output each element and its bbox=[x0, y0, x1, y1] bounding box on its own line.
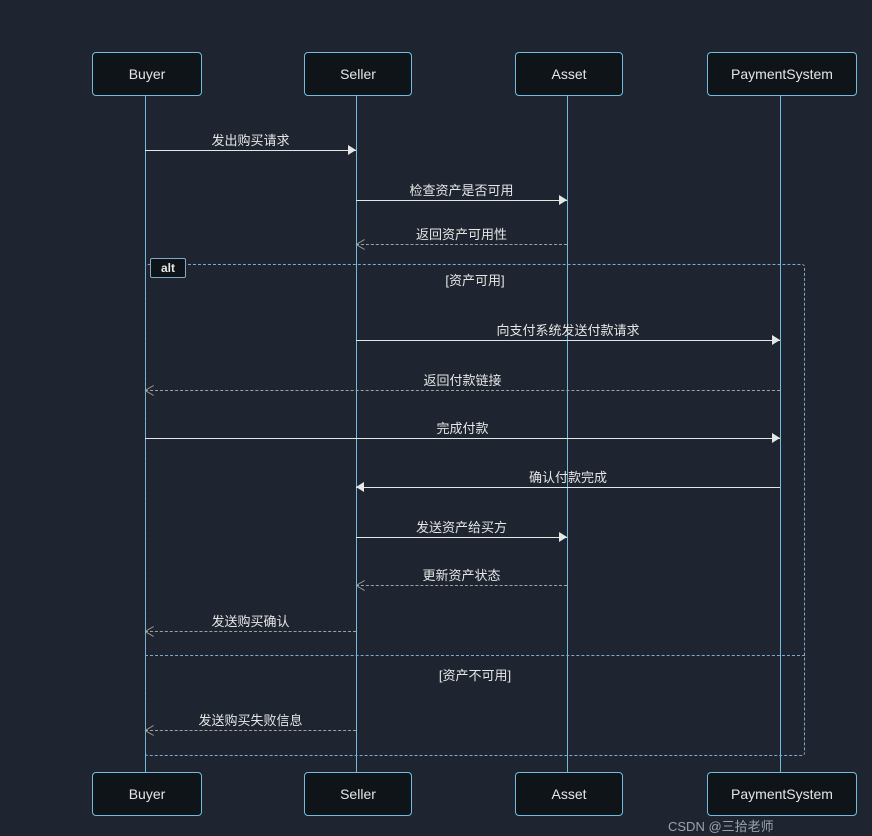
actor-label: Buyer bbox=[129, 66, 166, 82]
actor-payment-bottom: PaymentSystem bbox=[707, 772, 857, 816]
message-label: 发送资产给买方 bbox=[416, 517, 507, 536]
message-label: 完成付款 bbox=[436, 418, 488, 437]
actor-asset-top: Asset bbox=[515, 52, 623, 96]
message-arrow bbox=[356, 487, 780, 488]
message-label: 检查资产是否可用 bbox=[409, 180, 513, 199]
alt-guard: [资产可用] bbox=[445, 270, 504, 289]
arrow-head-icon bbox=[356, 482, 364, 492]
message-arrow bbox=[145, 150, 356, 151]
actor-label: PaymentSystem bbox=[731, 786, 833, 802]
actor-buyer-top: Buyer bbox=[92, 52, 202, 96]
message-label: 更新资产状态 bbox=[422, 565, 500, 584]
sequence-diagram: alt [资产可用] [资产不可用] Buyer Seller Asset PaymentS… bbox=[0, 0, 872, 836]
message-arrow bbox=[356, 340, 780, 341]
message-arrow bbox=[356, 200, 567, 201]
message-arrow bbox=[145, 390, 780, 391]
message-label: 发出购买请求 bbox=[211, 130, 289, 149]
actor-label: PaymentSystem bbox=[731, 66, 833, 82]
message-label: 发送购买确认 bbox=[211, 611, 289, 630]
actor-seller-top: Seller bbox=[304, 52, 412, 96]
arrow-head-icon bbox=[772, 335, 780, 345]
message-arrow bbox=[145, 730, 356, 731]
message-label: 向支付系统发送付款请求 bbox=[496, 320, 639, 339]
message-label: 确认付款完成 bbox=[529, 467, 607, 486]
message-label: 发送购买失败信息 bbox=[198, 710, 302, 729]
arrow-head-icon bbox=[356, 244, 366, 254]
arrow-head-icon bbox=[145, 631, 155, 641]
message-arrow bbox=[356, 244, 567, 245]
arrow-head-icon bbox=[356, 585, 366, 595]
message-label: 返回资产可用性 bbox=[416, 224, 507, 243]
alt-guard: [资产不可用] bbox=[439, 665, 511, 684]
arrow-head-icon bbox=[772, 433, 780, 443]
arrow-head-icon bbox=[348, 145, 356, 155]
arrow-head-icon bbox=[559, 195, 567, 205]
alt-label: alt bbox=[150, 258, 186, 278]
arrow-head-icon bbox=[145, 390, 155, 400]
arrow-head-icon bbox=[145, 730, 155, 740]
actor-payment-top: PaymentSystem bbox=[707, 52, 857, 96]
message-arrow bbox=[145, 631, 356, 632]
actor-buyer-bottom: Buyer bbox=[92, 772, 202, 816]
actor-asset-bottom: Asset bbox=[515, 772, 623, 816]
message-arrow bbox=[356, 537, 567, 538]
actor-label: Asset bbox=[551, 66, 586, 82]
message-label: 返回付款链接 bbox=[423, 370, 501, 389]
alt-divider bbox=[145, 655, 805, 656]
watermark: CSDN @三拾老师 bbox=[668, 816, 774, 835]
arrow-head-icon bbox=[559, 532, 567, 542]
actor-label: Buyer bbox=[129, 786, 166, 802]
message-arrow bbox=[145, 438, 780, 439]
actor-seller-bottom: Seller bbox=[304, 772, 412, 816]
actor-label: Asset bbox=[551, 786, 586, 802]
message-arrow bbox=[356, 585, 567, 586]
actor-label: Seller bbox=[340, 786, 376, 802]
actor-label: Seller bbox=[340, 66, 376, 82]
